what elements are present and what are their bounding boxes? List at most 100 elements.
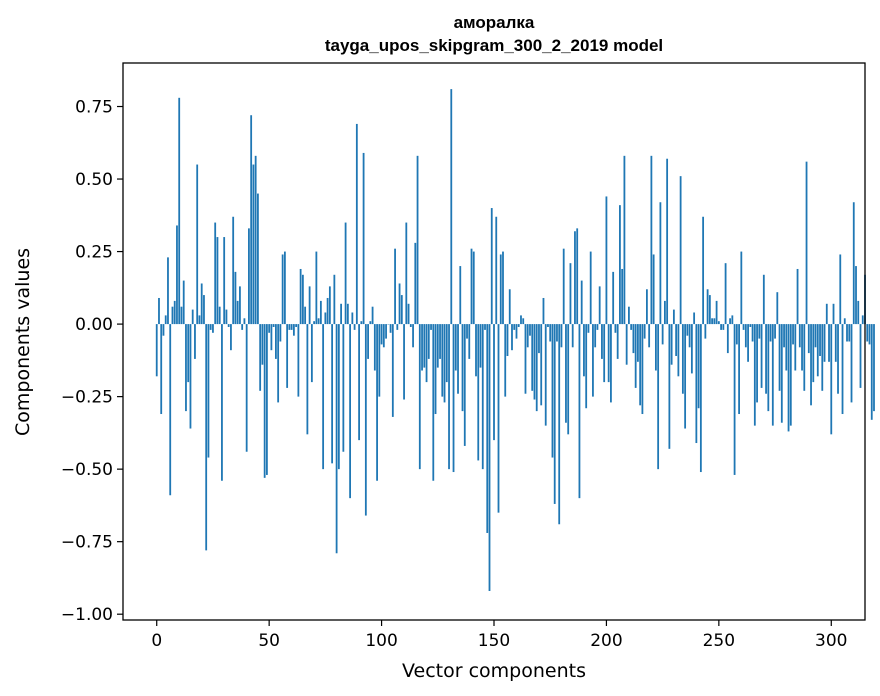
bar-297: [823, 324, 826, 362]
y-tick-label-3: −0.25: [61, 388, 113, 408]
bar-199: [603, 324, 606, 383]
bar-171: [540, 324, 543, 406]
bar-25: [212, 324, 214, 333]
bar-269: [760, 324, 763, 388]
bar-59: [288, 324, 291, 330]
bar-64: [299, 268, 302, 325]
bar-31: [225, 309, 228, 325]
bar-138: [466, 324, 468, 339]
bar-195: [594, 324, 597, 348]
bar-87: [351, 312, 354, 325]
bar-86: [349, 324, 351, 499]
bar-175: [549, 324, 552, 342]
bar-16: [191, 309, 194, 325]
bar-38: [241, 324, 244, 330]
bar-277: [778, 324, 781, 391]
bar-52: [272, 324, 275, 327]
bar-262: [744, 324, 747, 348]
bar-305: [841, 324, 844, 415]
bar-299: [828, 324, 830, 362]
bar-223: [657, 324, 660, 470]
bar-40: [245, 324, 248, 452]
bar-245: [706, 289, 709, 325]
bar-76: [326, 297, 329, 325]
bar-169: [535, 324, 538, 412]
bars-group: [155, 89, 875, 591]
bar-153: [499, 254, 502, 325]
bar-0: [155, 324, 158, 377]
bar-144: [479, 324, 482, 368]
bar-267: [756, 324, 758, 403]
bar-34: [232, 216, 235, 325]
bar-215: [639, 324, 642, 406]
bar-278: [780, 324, 783, 423]
bar-70: [313, 321, 316, 325]
bar-91: [360, 321, 363, 325]
bar-187: [576, 228, 579, 325]
bar-260: [740, 251, 743, 325]
bar-228: [668, 324, 671, 449]
bar-255: [729, 318, 731, 325]
bar-206: [619, 205, 621, 325]
y-axis-label: Components values: [12, 248, 34, 436]
bar-75: [324, 312, 327, 325]
bar-182: [565, 324, 567, 423]
bar-200: [605, 196, 608, 325]
bar-68: [308, 286, 311, 325]
bar-81: [337, 324, 340, 470]
bar-85: [346, 303, 349, 325]
bar-188: [578, 324, 581, 499]
bar-239: [693, 312, 696, 325]
y-tick-label-2: −0.50: [61, 460, 113, 480]
bar-36: [236, 300, 239, 325]
bar-118: [421, 324, 423, 371]
bar-308: [848, 324, 851, 342]
bar-112: [407, 303, 410, 325]
bar-242: [699, 324, 702, 473]
bar-240: [695, 324, 698, 444]
bar-90: [358, 324, 360, 441]
bar-128: [443, 324, 446, 403]
bar-55: [279, 324, 282, 342]
bar-83: [342, 324, 345, 452]
bar-58: [286, 324, 289, 388]
bar-50: [268, 324, 271, 333]
bar-235: [684, 324, 687, 429]
bar-74: [322, 324, 325, 470]
bar-120: [425, 324, 428, 383]
bar-222: [654, 324, 657, 371]
bar-21: [203, 295, 205, 325]
bar-184: [569, 263, 572, 325]
bar-13: [185, 324, 187, 412]
bar-121: [427, 324, 430, 359]
bar-1: [158, 297, 160, 325]
bar-205: [616, 324, 619, 359]
x-tick-label-150: 150: [478, 631, 510, 651]
bar-201: [607, 324, 610, 383]
bar-95: [369, 321, 372, 325]
bar-233: [679, 176, 682, 325]
bar-9: [176, 225, 178, 325]
bar-214: [637, 324, 639, 362]
bar-211: [630, 324, 633, 330]
bar-135: [459, 266, 462, 325]
bar-110: [403, 324, 405, 400]
bar-229: [670, 324, 673, 365]
bar-60: [290, 324, 293, 330]
bar-247: [711, 318, 713, 325]
bar-61: [292, 324, 295, 336]
bar-63: [297, 324, 300, 397]
bar-264: [749, 324, 752, 327]
bar-319: [873, 324, 875, 412]
y-tick-label-4: 0.00: [75, 315, 113, 335]
bar-295: [819, 324, 821, 356]
bar-106: [394, 248, 396, 325]
y-tick-label-7: 0.75: [75, 98, 113, 118]
bar-221: [652, 254, 655, 325]
x-tick-label-250: 250: [703, 631, 735, 651]
bar-149: [490, 208, 493, 325]
bar-272: [767, 324, 770, 412]
bar-178: [556, 324, 558, 342]
x-tick-label-300: 300: [815, 631, 847, 651]
